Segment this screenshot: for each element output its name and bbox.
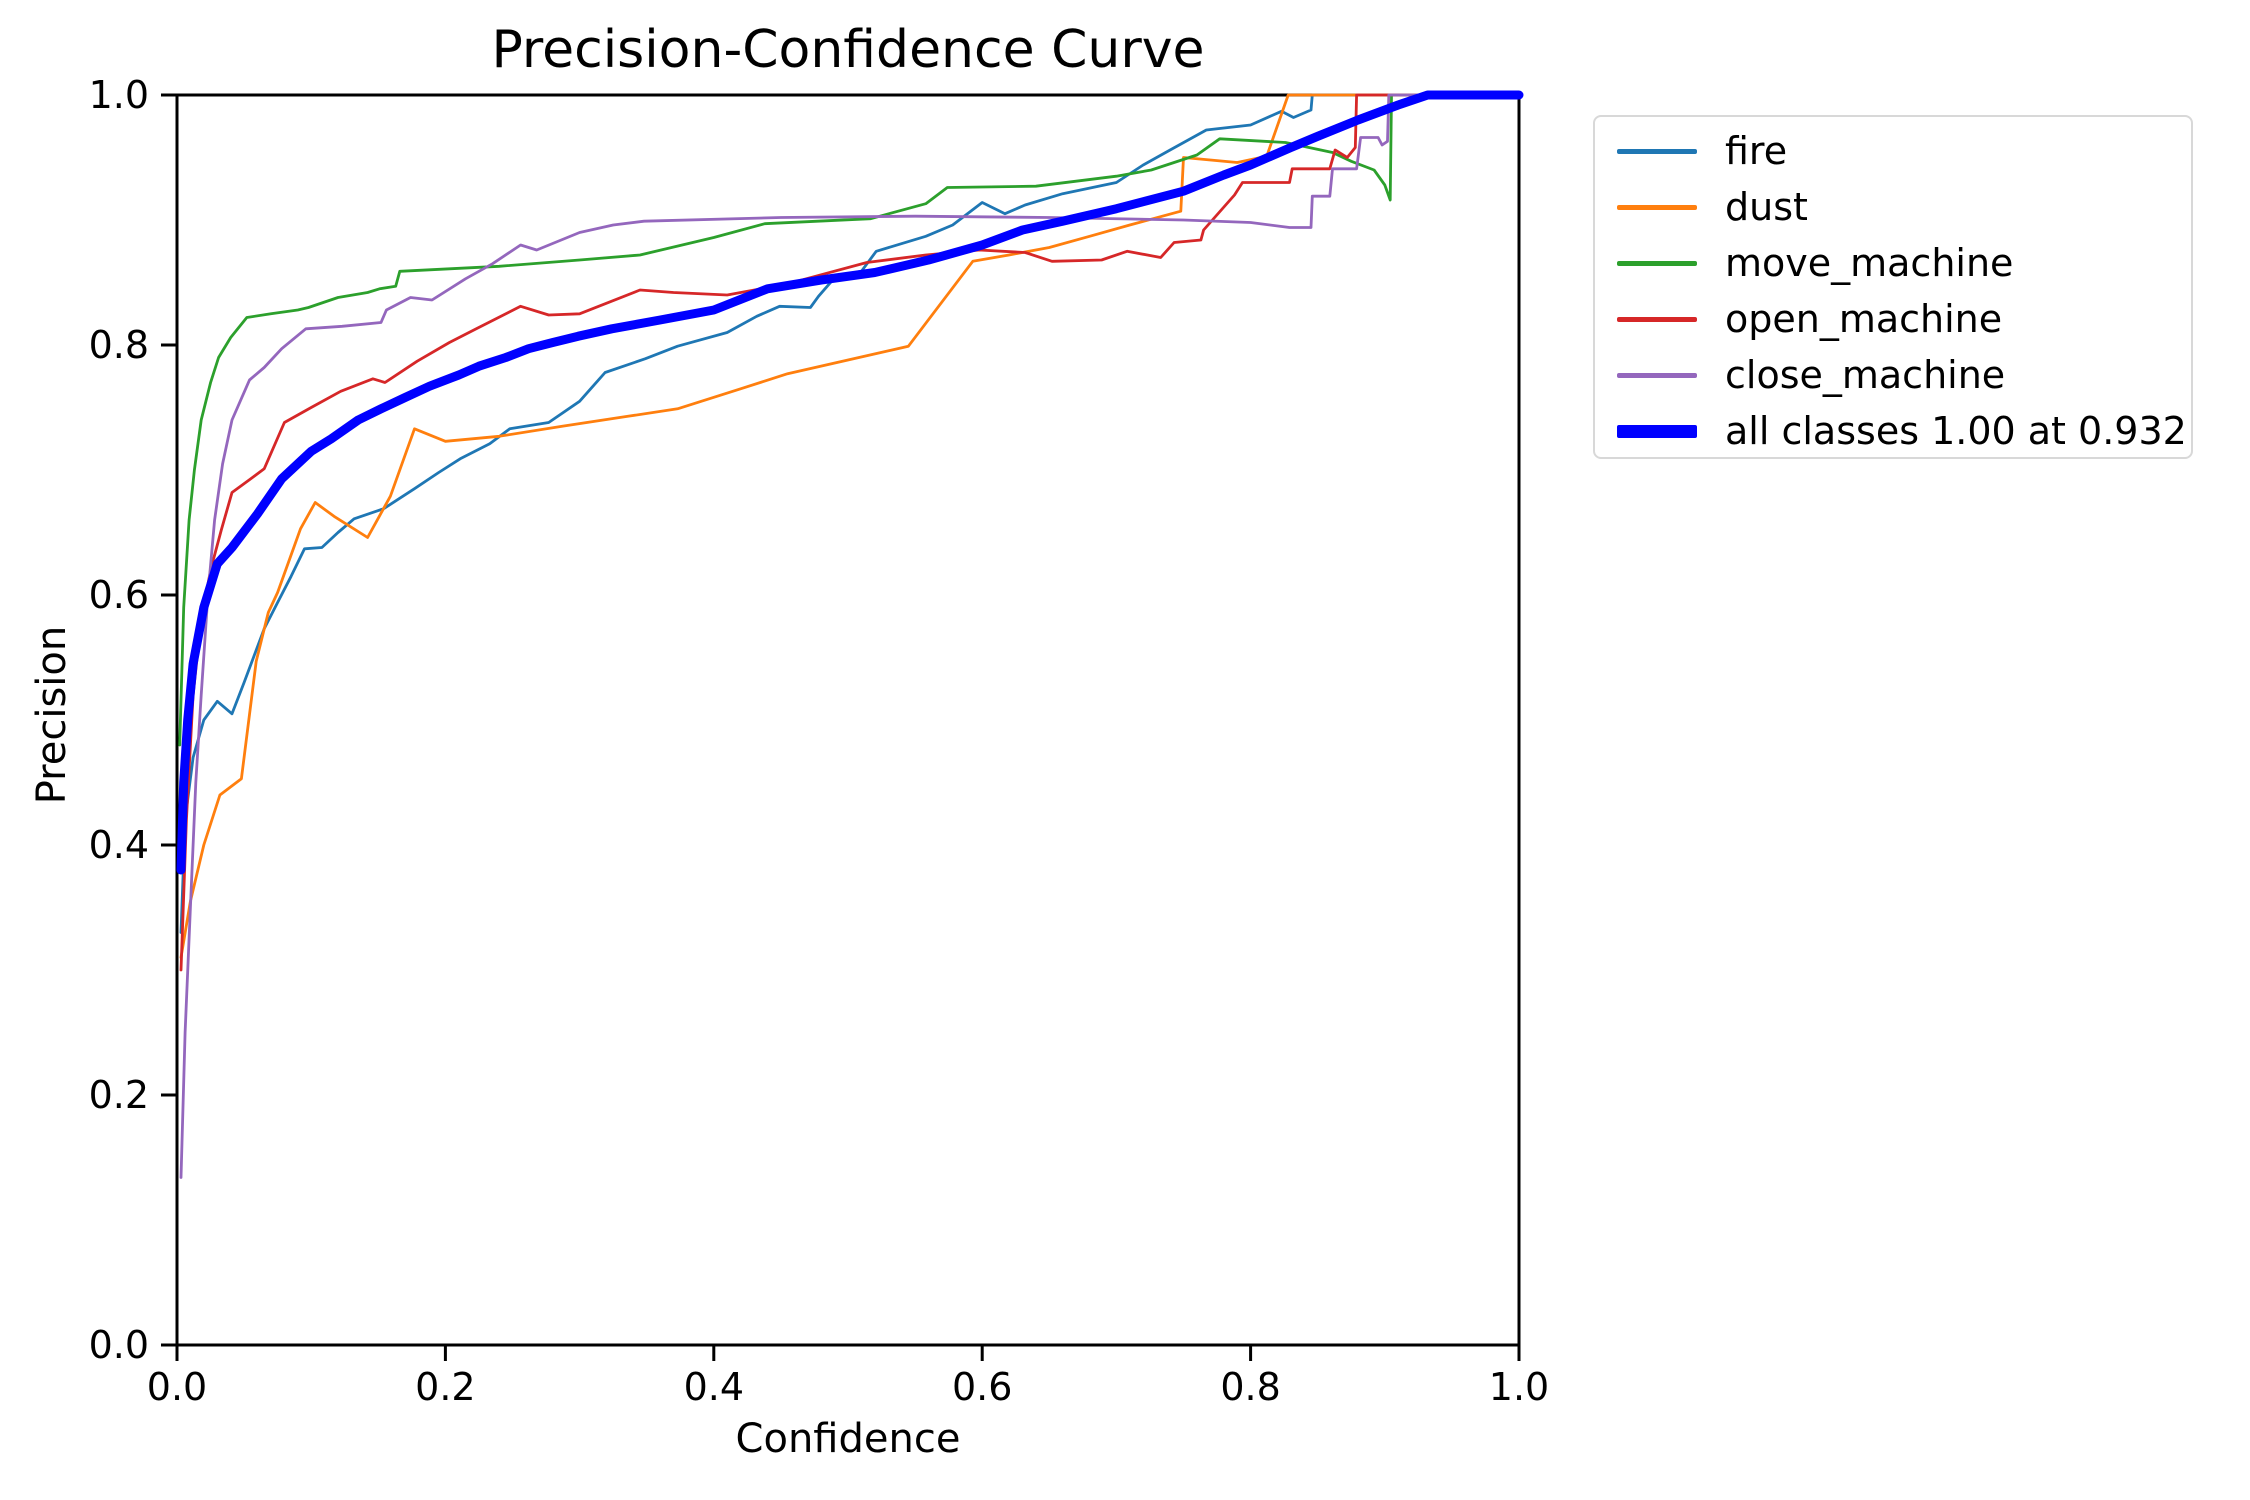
legend-item-dust: dust <box>1617 179 2191 235</box>
y-tick-label: 0.6 <box>89 573 149 617</box>
dust-curve <box>179 93 1521 959</box>
fire-curve <box>179 93 1521 934</box>
move_machine-curve <box>178 93 1521 747</box>
legend-label: all classes 1.00 at 0.932 <box>1725 409 2187 453</box>
close-machine-line-swatch <box>1617 372 1697 378</box>
y-tick-label: 0.0 <box>89 1323 149 1367</box>
x-axis-label: Confidence <box>735 1416 961 1462</box>
legend-label: move_machine <box>1725 241 2014 285</box>
legend-item-all-classes: all classes 1.00 at 0.932 <box>1617 403 2191 459</box>
x-tick-label: 1.0 <box>1489 1365 1549 1409</box>
legend-label: dust <box>1725 185 1808 229</box>
y-axis-label: Precision <box>29 625 75 805</box>
x-tick-label: 0.4 <box>684 1365 744 1409</box>
open-machine-line-swatch <box>1617 316 1697 322</box>
legend-label: fire <box>1725 129 1788 173</box>
close_machine-curve <box>179 93 1521 1179</box>
move-machine-line-swatch <box>1617 260 1697 266</box>
y-tick-label: 0.4 <box>89 823 149 867</box>
chart-title: Precision-Confidence Curve <box>491 20 1205 80</box>
all_classes-curve <box>176 90 1524 875</box>
legend-item-fire: fire <box>1617 123 2191 179</box>
legend-label: open_machine <box>1725 297 2003 341</box>
legend: fire dust move_machine open_machine clos… <box>1593 115 2193 459</box>
legend-label: close_machine <box>1725 353 2006 397</box>
axes-box <box>175 93 1521 1347</box>
fire-line-swatch <box>1617 148 1697 154</box>
x-tick-label: 0.6 <box>952 1365 1012 1409</box>
all-classes-line-swatch <box>1617 424 1697 438</box>
open_machine-curve <box>179 93 1521 972</box>
dust-line-swatch <box>1617 204 1697 210</box>
x-tick-label: 0.0 <box>147 1365 207 1409</box>
y-tick-label: 1.0 <box>89 73 149 117</box>
x-tick-label: 0.2 <box>415 1365 475 1409</box>
legend-item-open-machine: open_machine <box>1617 291 2191 347</box>
y-tick-label: 0.2 <box>89 1073 149 1117</box>
y-tick-label: 0.8 <box>89 323 149 367</box>
legend-item-close-machine: close_machine <box>1617 347 2191 403</box>
x-tick-label: 0.8 <box>1220 1365 1280 1409</box>
legend-item-move-machine: move_machine <box>1617 235 2191 291</box>
